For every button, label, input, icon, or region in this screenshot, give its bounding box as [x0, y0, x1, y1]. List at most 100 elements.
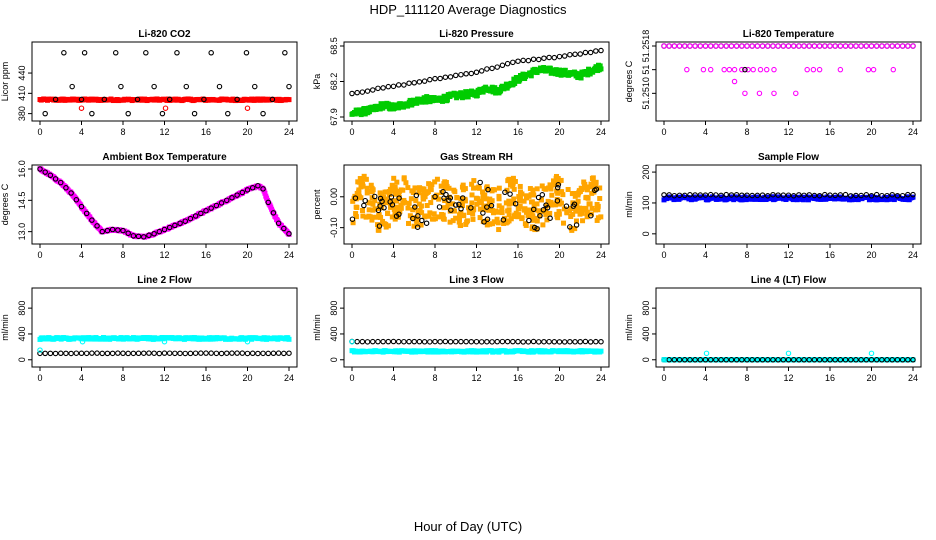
x-tick-label: 0	[349, 373, 354, 383]
data-point	[275, 220, 282, 227]
data-point	[406, 200, 412, 206]
data-point	[554, 211, 560, 217]
data-point	[469, 192, 475, 198]
y-tick-label: 400	[641, 326, 651, 341]
data-point	[707, 66, 714, 73]
x-tick-label: 4	[79, 127, 84, 137]
data-point	[177, 220, 183, 227]
series-2	[349, 47, 604, 97]
data-point	[884, 357, 890, 363]
data-point	[392, 187, 398, 193]
data-point	[687, 357, 693, 363]
data-point	[432, 338, 438, 345]
data-point	[489, 198, 495, 204]
data-point	[785, 357, 792, 363]
data-point	[728, 43, 735, 49]
data-point	[488, 202, 495, 209]
data-point	[478, 339, 485, 345]
data-point	[454, 195, 460, 201]
data-point	[244, 105, 251, 111]
data-point	[368, 182, 374, 188]
data-point	[458, 338, 464, 345]
x-tick-label: 20	[866, 373, 876, 383]
data-point	[827, 192, 833, 198]
data-point	[438, 183, 444, 189]
y-axis-label: kPa	[312, 74, 322, 90]
data-point	[890, 66, 897, 73]
series-3	[349, 338, 355, 345]
x-tick-label: 16	[513, 250, 523, 260]
data-point	[431, 211, 437, 217]
x-tick-label: 4	[391, 250, 396, 260]
x-tick-label: 8	[120, 250, 125, 260]
data-point	[229, 350, 235, 356]
data-point	[380, 338, 386, 345]
data-point	[759, 357, 766, 363]
data-point	[718, 357, 724, 363]
data-point	[842, 191, 849, 198]
data-point	[555, 182, 562, 188]
data-point	[584, 214, 590, 220]
data-point	[535, 56, 542, 63]
data-point	[868, 357, 875, 363]
panel-title: Line 2 Flow	[137, 275, 192, 286]
data-point	[94, 350, 100, 356]
data-point	[889, 357, 895, 363]
data-point	[61, 50, 67, 56]
panel-4: Ambient Box Temperature degrees C 0 4 8 12 16 2…	[0, 152, 298, 260]
data-point	[382, 189, 388, 195]
data-point	[78, 203, 85, 210]
data-point	[582, 338, 589, 345]
data-point	[684, 66, 690, 73]
data-point	[68, 350, 74, 357]
data-point	[837, 66, 844, 73]
x-tick-label: 0	[349, 250, 354, 260]
data-point	[832, 192, 838, 199]
data-point	[578, 75, 584, 81]
data-point	[406, 80, 412, 86]
plot-frame	[31, 41, 298, 122]
data-point	[417, 186, 423, 192]
data-point	[275, 350, 282, 356]
data-point	[377, 203, 383, 209]
data-point	[801, 192, 807, 199]
data-point	[718, 43, 724, 49]
x-tick-label: 8	[432, 250, 437, 260]
data-point	[427, 76, 433, 83]
data-point	[681, 43, 688, 49]
data-point	[376, 213, 382, 219]
data-point	[78, 105, 85, 111]
data-point	[353, 214, 359, 220]
data-point	[512, 201, 519, 207]
data-point	[661, 192, 667, 198]
x-tick-label: 0	[661, 250, 666, 260]
data-point	[785, 192, 792, 198]
data-point	[692, 192, 698, 198]
data-point	[366, 207, 372, 213]
y-tick-label: 51.2518	[641, 30, 651, 63]
data-point	[884, 192, 890, 199]
data-point	[375, 338, 381, 345]
data-point	[401, 82, 407, 88]
data-point	[539, 192, 546, 198]
data-point	[666, 357, 672, 363]
data-point	[372, 193, 378, 200]
data-point	[763, 66, 770, 73]
data-point	[541, 55, 547, 61]
data-point	[458, 206, 464, 212]
data-point	[471, 178, 477, 184]
data-point	[756, 90, 763, 97]
data-point	[496, 196, 502, 202]
series-2	[42, 50, 292, 117]
data-point	[530, 217, 536, 223]
data-point	[440, 188, 446, 195]
data-point	[401, 176, 407, 182]
series-2	[661, 43, 916, 49]
data-point	[863, 192, 870, 198]
data-point	[796, 43, 802, 49]
data-point	[386, 191, 392, 197]
data-point	[591, 180, 597, 186]
series-2	[37, 166, 292, 240]
x-tick-label: 20	[554, 250, 564, 260]
data-point	[349, 216, 356, 222]
